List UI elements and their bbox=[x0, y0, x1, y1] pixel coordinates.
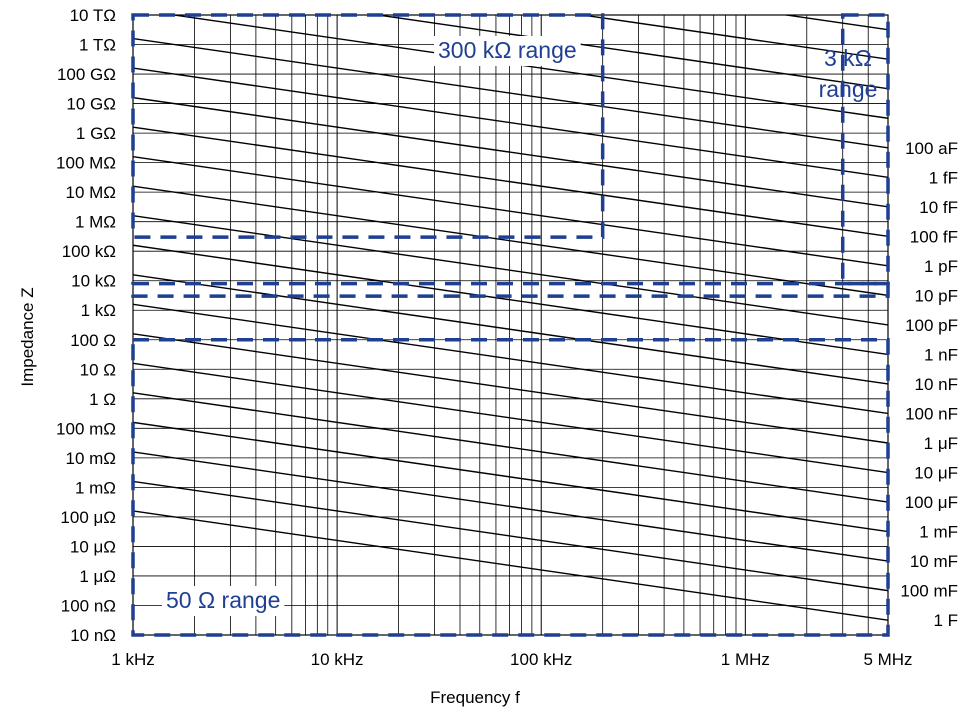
plot-frame bbox=[132, 14, 889, 636]
capacitance-line bbox=[133, 155, 888, 267]
y-tick-label: 1 μΩ bbox=[79, 567, 116, 586]
capacitance-line bbox=[133, 303, 888, 415]
capacitance-label: 100 aF bbox=[905, 139, 958, 158]
capacitance-line bbox=[133, 362, 888, 474]
range-label-3k-line1: 3 kΩ bbox=[824, 45, 872, 71]
capacitance-line bbox=[133, 274, 888, 385]
range-label-50-bg bbox=[162, 586, 285, 616]
y-tick-label: 100 kΩ bbox=[62, 242, 116, 261]
capacitance-label: 1 F bbox=[933, 611, 958, 630]
capacitance-label: 1 fF bbox=[929, 168, 958, 187]
capacitance-lines bbox=[133, 15, 888, 621]
capacitance-label: 10 pF bbox=[915, 286, 958, 305]
capacitance-label: 100 pF bbox=[905, 316, 958, 335]
range-label-300k: 300 kΩ range bbox=[438, 37, 577, 63]
y-axis-label: Impedance Z bbox=[18, 287, 37, 386]
y-tick-label: 10 mΩ bbox=[65, 449, 116, 468]
capacitance-label: 100 nF bbox=[905, 404, 958, 423]
range-label-50: 50 Ω range bbox=[166, 587, 280, 613]
range-box-50 bbox=[131, 338, 890, 637]
y-tick-label: 10 nΩ bbox=[70, 626, 116, 645]
tick-labels: 10 TΩ 1 TΩ 100 GΩ 10 GΩ 1 GΩ 100 MΩ 10 MΩ 1 MΩ 1… bbox=[56, 6, 958, 669]
y-tick-label: 10 Ω bbox=[80, 360, 116, 379]
x-tick-label: 10 kHz bbox=[311, 650, 364, 669]
y-tick-label: 10 TΩ bbox=[70, 6, 116, 25]
capacitance-line bbox=[133, 67, 888, 178]
capacitance-line bbox=[133, 215, 888, 326]
y-tick-label: 100 MΩ bbox=[56, 154, 116, 173]
range-box-300k bbox=[131, 13, 605, 239]
y-tick-label: 1 kΩ bbox=[81, 301, 116, 320]
y-tick-label: 1 TΩ bbox=[79, 36, 116, 55]
capacitance-line bbox=[373, 15, 888, 90]
range-box-3k-band bbox=[131, 281, 890, 298]
y-tick-label: 10 MΩ bbox=[65, 183, 116, 202]
capacitance-line bbox=[133, 185, 888, 297]
x-tick-label: 100 kHz bbox=[510, 650, 572, 669]
capacitance-line bbox=[133, 244, 888, 356]
range-label-3k-line2: range bbox=[819, 76, 878, 102]
capacitance-label: 10 fF bbox=[919, 198, 958, 217]
capacitance-line bbox=[133, 421, 888, 533]
capacitance-label: 1 mF bbox=[919, 523, 958, 542]
capacitance-line bbox=[133, 480, 888, 592]
capacitance-line bbox=[133, 126, 888, 238]
y-tick-label: 100 GΩ bbox=[57, 65, 116, 84]
capacitance-label: 100 fF bbox=[910, 227, 958, 246]
capacitance-label: 100 μF bbox=[905, 493, 958, 512]
grid bbox=[132, 14, 889, 636]
y-tick-label: 100 Ω bbox=[70, 331, 116, 350]
x-tick-label: 5 MHz bbox=[863, 650, 912, 669]
capacitance-line bbox=[133, 451, 888, 562]
y-tick-label: 1 MΩ bbox=[75, 213, 116, 232]
capacitance-label: 1 μF bbox=[924, 434, 958, 453]
y-tick-label: 1 GΩ bbox=[76, 124, 116, 143]
y-tick-label: 100 nΩ bbox=[61, 596, 116, 615]
y-tick-label: 100 mΩ bbox=[56, 419, 116, 438]
range-boxes: 300 kΩ range 3 kΩ range 50 Ω range bbox=[131, 13, 890, 637]
capacitance-line bbox=[133, 96, 888, 208]
y-tick-label: 100 μΩ bbox=[60, 508, 116, 527]
y-tick-label: 1 Ω bbox=[89, 390, 116, 409]
range-label-300k-bg bbox=[434, 36, 581, 66]
y-tick-label: 10 GΩ bbox=[66, 95, 116, 114]
capacitance-line bbox=[133, 333, 888, 444]
capacitance-label: 100 mF bbox=[900, 582, 958, 601]
y-tick-label: 1 mΩ bbox=[75, 478, 116, 497]
capacitance-label: 10 nF bbox=[915, 375, 958, 394]
capacitance-line bbox=[133, 37, 888, 149]
capacitance-label: 10 mF bbox=[910, 552, 958, 571]
capacitance-label: 1 nF bbox=[924, 345, 958, 364]
capacitance-label: 1 pF bbox=[924, 257, 958, 276]
capacitance-label: 10 μF bbox=[914, 464, 958, 483]
y-tick-label: 10 μΩ bbox=[70, 537, 116, 556]
capacitance-line bbox=[133, 392, 888, 503]
x-tick-label: 1 MHz bbox=[721, 650, 770, 669]
capacitance-line bbox=[133, 510, 888, 621]
capacitance-line bbox=[577, 15, 888, 60]
y-tick-label: 10 kΩ bbox=[71, 272, 116, 291]
x-axis-label: Frequency f bbox=[430, 688, 520, 707]
x-tick-label: 1 kHz bbox=[111, 650, 154, 669]
